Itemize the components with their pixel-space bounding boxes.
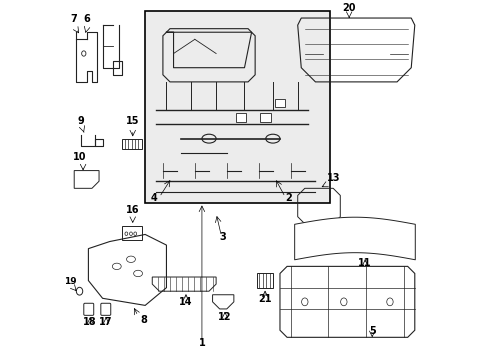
FancyBboxPatch shape xyxy=(145,11,329,203)
Text: 13: 13 xyxy=(326,173,339,183)
Text: 1: 1 xyxy=(198,338,205,348)
Text: 16: 16 xyxy=(126,205,139,215)
FancyBboxPatch shape xyxy=(260,113,270,122)
Text: 8: 8 xyxy=(140,315,146,325)
FancyBboxPatch shape xyxy=(274,99,285,107)
Text: 7: 7 xyxy=(71,14,78,24)
Text: 3: 3 xyxy=(220,232,226,242)
FancyBboxPatch shape xyxy=(256,274,272,288)
Text: 20: 20 xyxy=(342,3,355,13)
Text: 2: 2 xyxy=(285,193,292,203)
FancyBboxPatch shape xyxy=(122,139,142,149)
Text: 11: 11 xyxy=(358,258,371,268)
FancyBboxPatch shape xyxy=(235,113,246,122)
Text: 17: 17 xyxy=(99,317,113,327)
Text: 6: 6 xyxy=(83,14,90,24)
Text: 15: 15 xyxy=(126,117,139,126)
Text: 21: 21 xyxy=(258,294,271,304)
Text: 18: 18 xyxy=(83,317,97,327)
Text: 4: 4 xyxy=(150,193,157,203)
FancyBboxPatch shape xyxy=(101,303,110,315)
Text: 5: 5 xyxy=(368,326,375,336)
FancyBboxPatch shape xyxy=(83,303,94,315)
Text: 19: 19 xyxy=(64,277,77,286)
Text: 14: 14 xyxy=(179,297,192,307)
FancyBboxPatch shape xyxy=(122,226,142,240)
Text: 10: 10 xyxy=(73,152,86,162)
Text: 9: 9 xyxy=(78,117,84,126)
Text: 12: 12 xyxy=(218,312,231,321)
